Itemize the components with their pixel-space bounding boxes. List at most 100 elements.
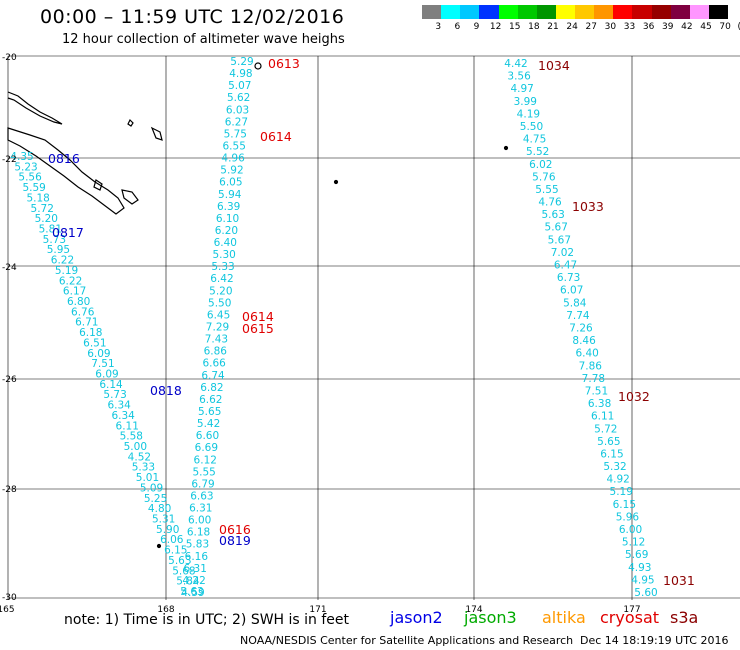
wave-height-value: 6.00 — [188, 515, 211, 527]
wave-height-value: 5.18 — [26, 192, 49, 204]
lon-tick-label: 165 — [0, 605, 15, 615]
wave-height-value: 6.42 — [210, 273, 233, 285]
wave-height-value: 6.40 — [214, 237, 237, 249]
wave-height-value: 6.47 — [554, 260, 577, 272]
scale-swatch — [479, 5, 499, 19]
wave-height-value: 6.22 — [51, 255, 74, 267]
wave-height-value: 6.34 — [111, 410, 135, 422]
wave-height-value: 5.68 — [172, 565, 195, 577]
coast-islet-5 — [254, 62, 262, 70]
wave-height-value: 5.50 — [520, 121, 543, 133]
wave-height-value: 5.19 — [55, 265, 78, 277]
lat-tick-label: -28 — [2, 485, 17, 495]
scale-label: 42 — [681, 22, 693, 32]
pass-id-label: 0819 — [219, 533, 251, 548]
legend-s3a: s3a — [670, 608, 699, 627]
wave-height-value: 6.11 — [116, 420, 139, 432]
scale-swatch — [536, 5, 556, 19]
wave-height-value: 4.19 — [517, 108, 540, 120]
scale-swatch — [422, 5, 442, 19]
pass-id-label: 0816 — [48, 151, 80, 166]
wave-height-value: 5.52 — [526, 146, 549, 158]
pass-id-label: 1034 — [538, 58, 570, 73]
pass-id-label: 0614 — [242, 309, 274, 324]
color-scale — [422, 5, 728, 19]
wave-height-value: 7.29 — [206, 322, 229, 334]
wave-height-value: 5.56 — [18, 172, 42, 184]
coast-islet-6 — [503, 145, 509, 151]
wave-height-value: 6.07 — [560, 285, 583, 297]
wave-height-value: 5.81 — [39, 224, 62, 236]
coast-islet-3 — [150, 126, 163, 141]
wave-height-value: 6.15 — [164, 545, 187, 557]
wave-height-value: 6.16 — [185, 551, 209, 563]
wave-height-value: 5.73 — [103, 389, 126, 401]
wave-height-value: 5.00 — [124, 441, 147, 453]
wave-height-value: 6.05 — [219, 177, 242, 189]
wave-height-value: 6.09 — [87, 348, 110, 360]
scale-swatch — [632, 5, 652, 19]
wave-height-value: 6.06 — [160, 534, 184, 546]
wave-height-value: 6.22 — [59, 275, 82, 287]
wave-height-value: 5.84 — [563, 297, 587, 309]
scale-label: 3 — [435, 22, 442, 32]
pass-id-label: 1032 — [618, 389, 650, 404]
scale-label: (ft) — [737, 22, 740, 32]
wave-height-value: 6.11 — [591, 411, 614, 423]
wave-height-value: 4.76 — [538, 197, 562, 209]
wave-height-value: 5.73 — [43, 234, 66, 246]
legend-jason2: jason2 — [390, 608, 443, 627]
coast-islet-8 — [156, 543, 162, 549]
wave-height-value: 6.82 — [200, 382, 223, 394]
wave-height-value: 5.67 — [548, 234, 571, 246]
wave-height-value: 5.60 — [634, 587, 657, 599]
wave-height-value: 7.02 — [551, 247, 574, 259]
wave-height-value: 6.40 — [575, 348, 598, 360]
scale-swatch — [708, 5, 728, 19]
scale-swatch — [670, 5, 690, 19]
wave-height-value: 7.51 — [585, 385, 608, 397]
wave-height-value: 5.75 — [224, 128, 247, 140]
wave-height-value: 5.59 — [22, 182, 45, 194]
scale-label: 39 — [662, 22, 674, 32]
wave-height-value: 5.69 — [625, 549, 648, 561]
wave-height-value: 6.66 — [202, 358, 226, 370]
wave-height-value: 6.62 — [199, 394, 222, 406]
wave-height-value: 7.26 — [569, 323, 593, 335]
scale-label: 9 — [473, 22, 480, 32]
wave-height-value: 5.65 — [597, 436, 620, 448]
pass-id-label: 1031 — [663, 573, 695, 588]
lon-tick-label: 177 — [623, 605, 640, 615]
wave-height-value: 5.50 — [208, 297, 231, 309]
wave-height-value: 6.86 — [204, 346, 228, 358]
wave-height-value: 4.93 — [628, 562, 651, 574]
lon-tick-label: 171 — [309, 605, 326, 615]
wave-height-value: 5.72 — [594, 423, 617, 435]
wave-height-value: 6.18 — [79, 327, 102, 339]
wave-height-value: 5.12 — [622, 537, 645, 549]
coast-islet-7 — [333, 179, 339, 185]
wave-height-value: 4.95 — [631, 574, 654, 586]
scale-label: 24 — [566, 22, 578, 32]
wave-height-value: 6.60 — [196, 430, 219, 442]
wave-height-value: 5.25 — [144, 493, 167, 505]
pass-id-label: 0614 — [260, 129, 292, 144]
wave-height-value: 6.73 — [557, 272, 580, 284]
wave-height-value: 4.22 — [182, 575, 205, 587]
wave-height-value: 4.97 — [510, 83, 533, 95]
wave-height-value: 5.58 — [120, 431, 143, 443]
scale-swatch — [517, 5, 537, 19]
pass-id-label: 1033 — [572, 199, 604, 214]
lon-tick-label: 168 — [157, 605, 174, 615]
wave-height-value: 5.31 — [152, 514, 175, 526]
lat-tick-label: -20 — [2, 53, 17, 63]
lat-tick-label: -22 — [2, 155, 17, 165]
wave-height-value: 6.09 — [95, 369, 118, 381]
wave-height-value: 7.86 — [579, 360, 603, 372]
wave-height-value: 5.92 — [220, 165, 243, 177]
scale-swatch — [689, 5, 709, 19]
wave-height-value: 4.59 — [181, 587, 204, 599]
scale-label: 45 — [700, 22, 712, 32]
wave-height-value: 5.01 — [136, 472, 159, 484]
wave-height-value: 6.00 — [619, 524, 642, 536]
